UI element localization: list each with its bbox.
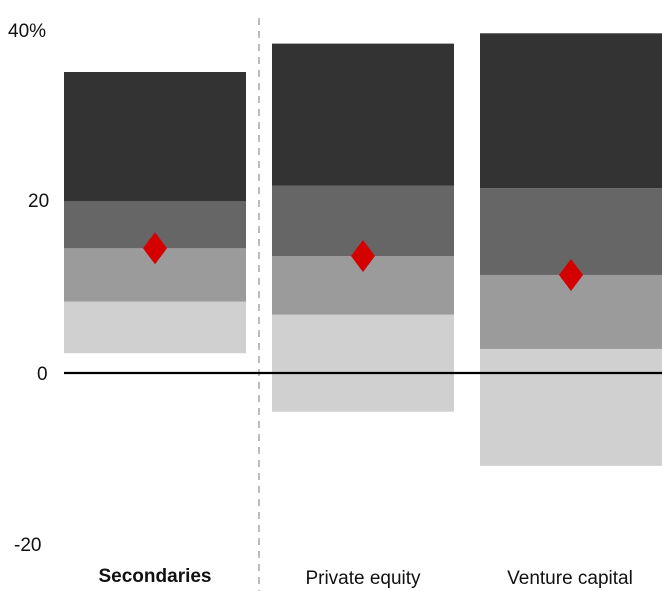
bar-segment-venture-capital-1 [480, 348, 662, 466]
bar-segment-secondaries-1 [64, 301, 246, 354]
bar-segment-private-equity-4 [272, 43, 454, 186]
bar-segment-private-equity-1 [272, 314, 454, 412]
y-tick-label-0: 0 [37, 364, 48, 385]
category-label-secondaries: Secondaries [99, 566, 212, 587]
marker-diamond-venture-capital [559, 258, 583, 291]
bar-segment-venture-capital-4 [480, 33, 662, 189]
markers-layer [143, 232, 583, 291]
y-tick-label-40: 40% [8, 21, 46, 42]
bars-layer [64, 33, 662, 466]
category-label-private-equity: Private equity [305, 568, 421, 589]
category-label-venture-capital: Venture capital [507, 568, 633, 589]
y-tick-label-20: 20 [28, 191, 49, 212]
marker-diamond-secondaries [143, 232, 167, 265]
bar-segment-secondaries-4 [64, 72, 246, 201]
y-tick-label-neg20: -20 [14, 535, 41, 556]
marker-diamond-private-equity [351, 240, 375, 273]
